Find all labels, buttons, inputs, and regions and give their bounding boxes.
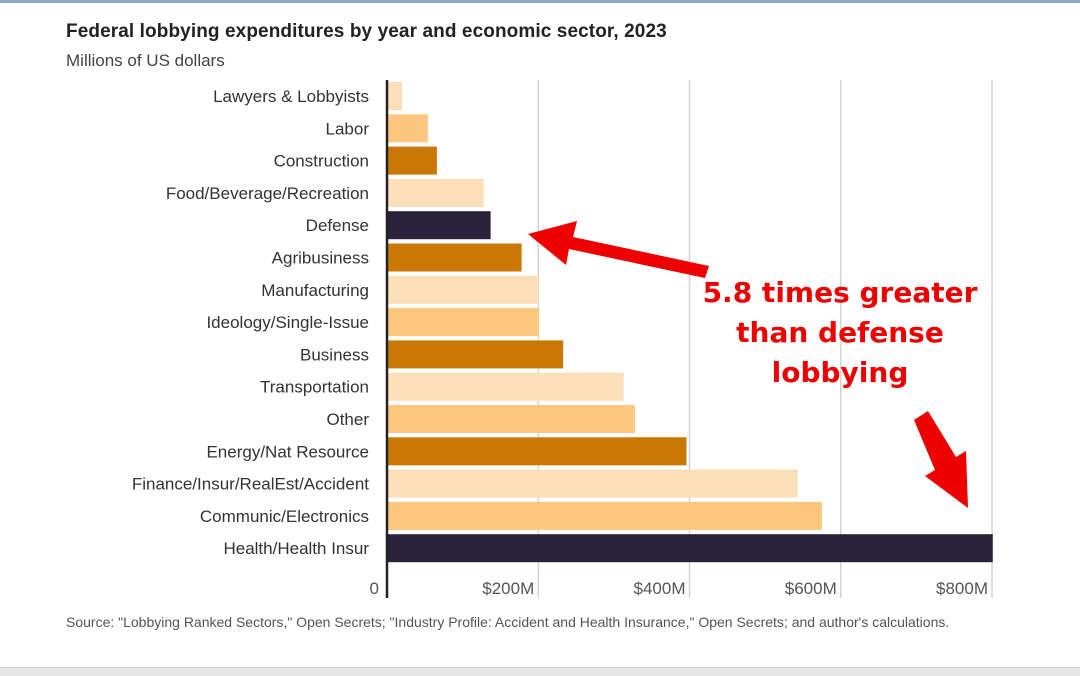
chart-subtitle: Millions of US dollars [66,51,225,70]
bar [387,275,539,304]
x-tick-label: $600M [785,579,837,598]
window-bottom-bar [0,667,1080,676]
category-label: Labor [326,119,370,138]
arrow-down-right-icon [914,411,968,508]
bar [387,211,491,240]
bar [387,146,437,175]
bars [387,82,993,563]
x-tick-label: $200M [482,579,534,598]
category-label: Defense [306,216,369,235]
category-label: Food/Beverage/Recreation [166,184,369,203]
bar [387,501,822,530]
bar [387,405,636,433]
category-label: Ideology/Single-Issue [206,313,369,332]
annotation-line: lobbying [771,356,909,389]
x-tick-label: $800M [936,579,988,598]
window-top-border [0,0,1080,3]
category-labels: Lawyers & Lobbyists Labor Construction Food… [132,87,370,558]
bar [387,243,522,272]
category-label: Agribusiness [272,249,369,268]
source-note: Source: "Lobbying Ranked Sectors," Open … [66,614,950,630]
bar [387,372,624,401]
category-label: Manufacturing [261,281,369,300]
chart-title: Federal lobbying expenditures by year an… [66,21,667,42]
category-label: Lawyers & Lobbyists [213,87,369,106]
category-label: Finance/Insur/RealEst/Accident [132,475,369,494]
arrow-left-icon [528,221,709,278]
bar [387,534,993,563]
annotation-text: 5.8 times greater than defense lobbying [690,273,990,393]
category-label: Energy/Nat Resource [206,442,369,461]
x-tick-labels: 0 $200M $400M $600M $800M [370,579,988,598]
bar [387,114,428,143]
category-label: Other [326,410,369,429]
category-label: Health/Health Insur [223,539,369,558]
bar [387,340,564,369]
category-label: Transportation [260,378,369,397]
bar [387,437,687,466]
annotation-line: 5.8 times greater [702,276,978,309]
bar [387,178,484,207]
annotation-line: than defense [736,316,944,349]
annotation-arrows [528,221,968,508]
category-label: Construction [274,152,369,171]
category-label: Business [300,345,369,364]
x-tick-label: 0 [370,579,379,598]
bar [387,82,403,110]
bar [387,469,798,498]
category-label: Communic/Electronics [200,507,369,526]
bar [387,308,540,337]
x-tick-label: $400M [634,579,686,598]
